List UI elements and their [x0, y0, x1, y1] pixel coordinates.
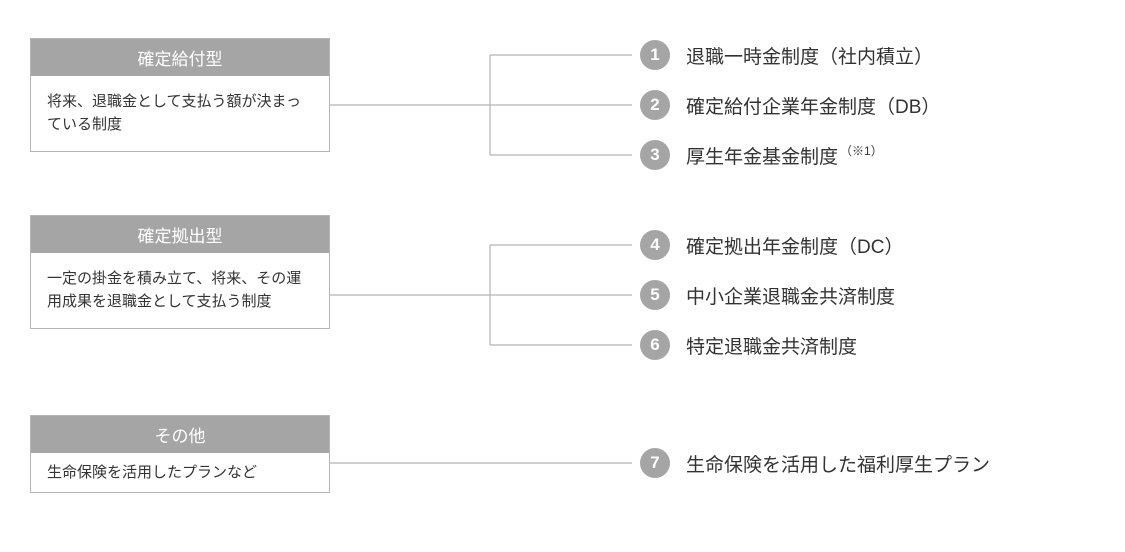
item-label: 生命保険を活用した福利厚生プラン	[686, 450, 990, 477]
number-badge: 7	[640, 448, 670, 478]
list-item-7: 7 生命保険を活用した福利厚生プラン	[640, 448, 990, 478]
